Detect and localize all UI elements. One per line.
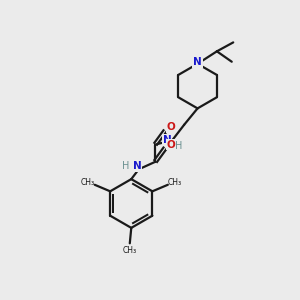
Text: CH₃: CH₃	[81, 178, 95, 188]
Text: O: O	[167, 122, 175, 132]
Text: N: N	[133, 161, 142, 171]
Text: CH₃: CH₃	[123, 246, 137, 255]
Text: N: N	[193, 57, 202, 67]
Text: O: O	[167, 140, 175, 150]
Text: N: N	[163, 135, 171, 145]
Text: H: H	[122, 161, 129, 171]
Text: CH₃: CH₃	[168, 178, 182, 188]
Text: H: H	[175, 140, 182, 151]
